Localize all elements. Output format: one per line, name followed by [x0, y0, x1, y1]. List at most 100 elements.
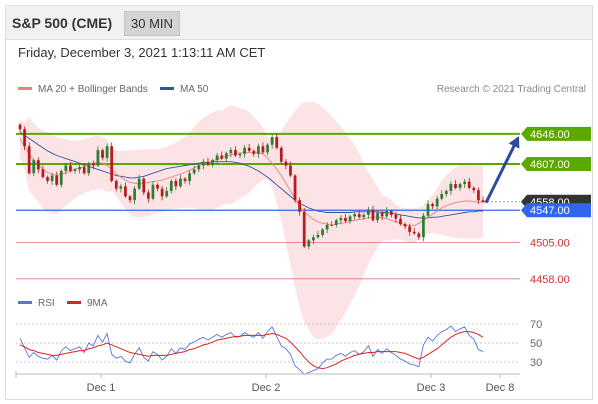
level-label-4505.00: 4505.00 [530, 238, 570, 250]
candle-body [82, 167, 86, 174]
candle-body [362, 214, 366, 218]
candle-body [426, 204, 430, 216]
level-tag-text: 4607.00 [530, 159, 570, 171]
candle-body [330, 224, 334, 226]
candle-body [293, 175, 297, 201]
legend-ma50-label: MA 50 [180, 84, 209, 95]
candle-body [449, 184, 453, 191]
bollinger-swatch [18, 86, 32, 90]
candle-body [188, 173, 191, 181]
candle-body [211, 160, 214, 165]
candle-body [27, 146, 31, 174]
candle-body [312, 237, 315, 241]
support-label: 4458.00 [530, 274, 570, 286]
candle-body [376, 212, 379, 221]
candle-body [261, 146, 265, 153]
candle-body [41, 169, 45, 178]
candle-body [270, 137, 274, 145]
candle-body [266, 144, 269, 153]
candle-body [50, 175, 54, 181]
candle-body [114, 180, 118, 189]
timeframe-button[interactable]: 30 MIN [124, 11, 180, 36]
level-tag-bg [521, 203, 591, 218]
level-tag-bg [521, 156, 591, 171]
candle-body [96, 150, 100, 166]
chart-datetime: Friday, December 3, 2021 1:13:11 AM CET [18, 45, 266, 60]
candle-body [69, 165, 72, 171]
rsi-ma-line [19, 331, 484, 370]
legend-ma50: MA 50 [160, 84, 208, 95]
candle-body [73, 169, 77, 171]
candle-body [179, 178, 182, 187]
candle-body [234, 150, 237, 156]
candle-body [279, 147, 283, 162]
rsi-tick-label: 30 [530, 357, 542, 369]
candle-body [307, 240, 311, 247]
candle-body [146, 192, 150, 199]
candle-body [151, 184, 155, 199]
rsi-swatch [18, 301, 32, 304]
level-tag-text: 4646.00 [530, 129, 570, 141]
candle-body [105, 146, 109, 158]
candle-body [257, 146, 260, 154]
instrument-title: S&P 500 (CME) [12, 15, 113, 31]
candle-body [353, 214, 357, 217]
candle-body [463, 181, 467, 185]
candle-body [133, 188, 136, 201]
candle-body [357, 214, 361, 218]
candle-body [435, 198, 439, 207]
candle-body [252, 150, 256, 154]
candle-body [183, 178, 187, 181]
ma50-swatch [160, 86, 174, 90]
candle-body [110, 146, 114, 181]
candle-body [55, 175, 59, 185]
candle-body [289, 165, 292, 176]
legend-bollinger: MA 20 + Bollinger Bands [18, 84, 148, 95]
candle-body [334, 220, 338, 225]
candle-body [403, 224, 407, 227]
candle-body [36, 160, 40, 170]
candle-body [229, 150, 233, 154]
candle-body [78, 167, 81, 170]
candle-body [23, 129, 26, 147]
candle-body [344, 217, 347, 222]
candle-body [385, 211, 389, 217]
candle-body [142, 178, 146, 193]
level-tag-bg [521, 126, 591, 141]
candle-body [46, 177, 49, 181]
chart-header [5, 5, 593, 40]
candle-body [64, 165, 68, 171]
candle-body [206, 161, 210, 165]
candle-body [408, 226, 412, 232]
level-label-4607.00: 4607.00 [521, 156, 591, 171]
candle-body [243, 147, 246, 154]
candle-body [399, 218, 402, 225]
candle-body [298, 200, 302, 212]
candle-body [389, 211, 393, 215]
candle-body [472, 187, 476, 191]
candle-body [119, 186, 123, 189]
candle-body [201, 161, 205, 166]
rsi-line [19, 325, 484, 375]
candle-body [302, 211, 306, 247]
candle-body [101, 150, 104, 158]
candle-body [481, 200, 485, 202]
candle-body [284, 161, 288, 166]
candle-body [160, 188, 164, 197]
candle-body [367, 209, 370, 215]
candle-body [422, 215, 425, 238]
support-label: 4505.00 [530, 238, 570, 250]
legend-bollinger-label: MA 20 + Bollinger Bands [38, 84, 148, 95]
candle-body [197, 165, 201, 170]
candle-body [412, 231, 416, 234]
candle-body [467, 181, 471, 188]
x-tick-label: Dec 3 [417, 382, 446, 394]
ma50-line [19, 132, 483, 219]
research-credit: Research © 2021 Trading Central [436, 84, 586, 95]
candle-body [321, 229, 324, 235]
x-tick-label: Dec 8 [486, 382, 515, 394]
candle-body [32, 160, 36, 174]
forecast-arrow-shaft [484, 137, 520, 204]
bollinger-band-area [20, 101, 483, 340]
rsi-ma-swatch [67, 301, 81, 304]
